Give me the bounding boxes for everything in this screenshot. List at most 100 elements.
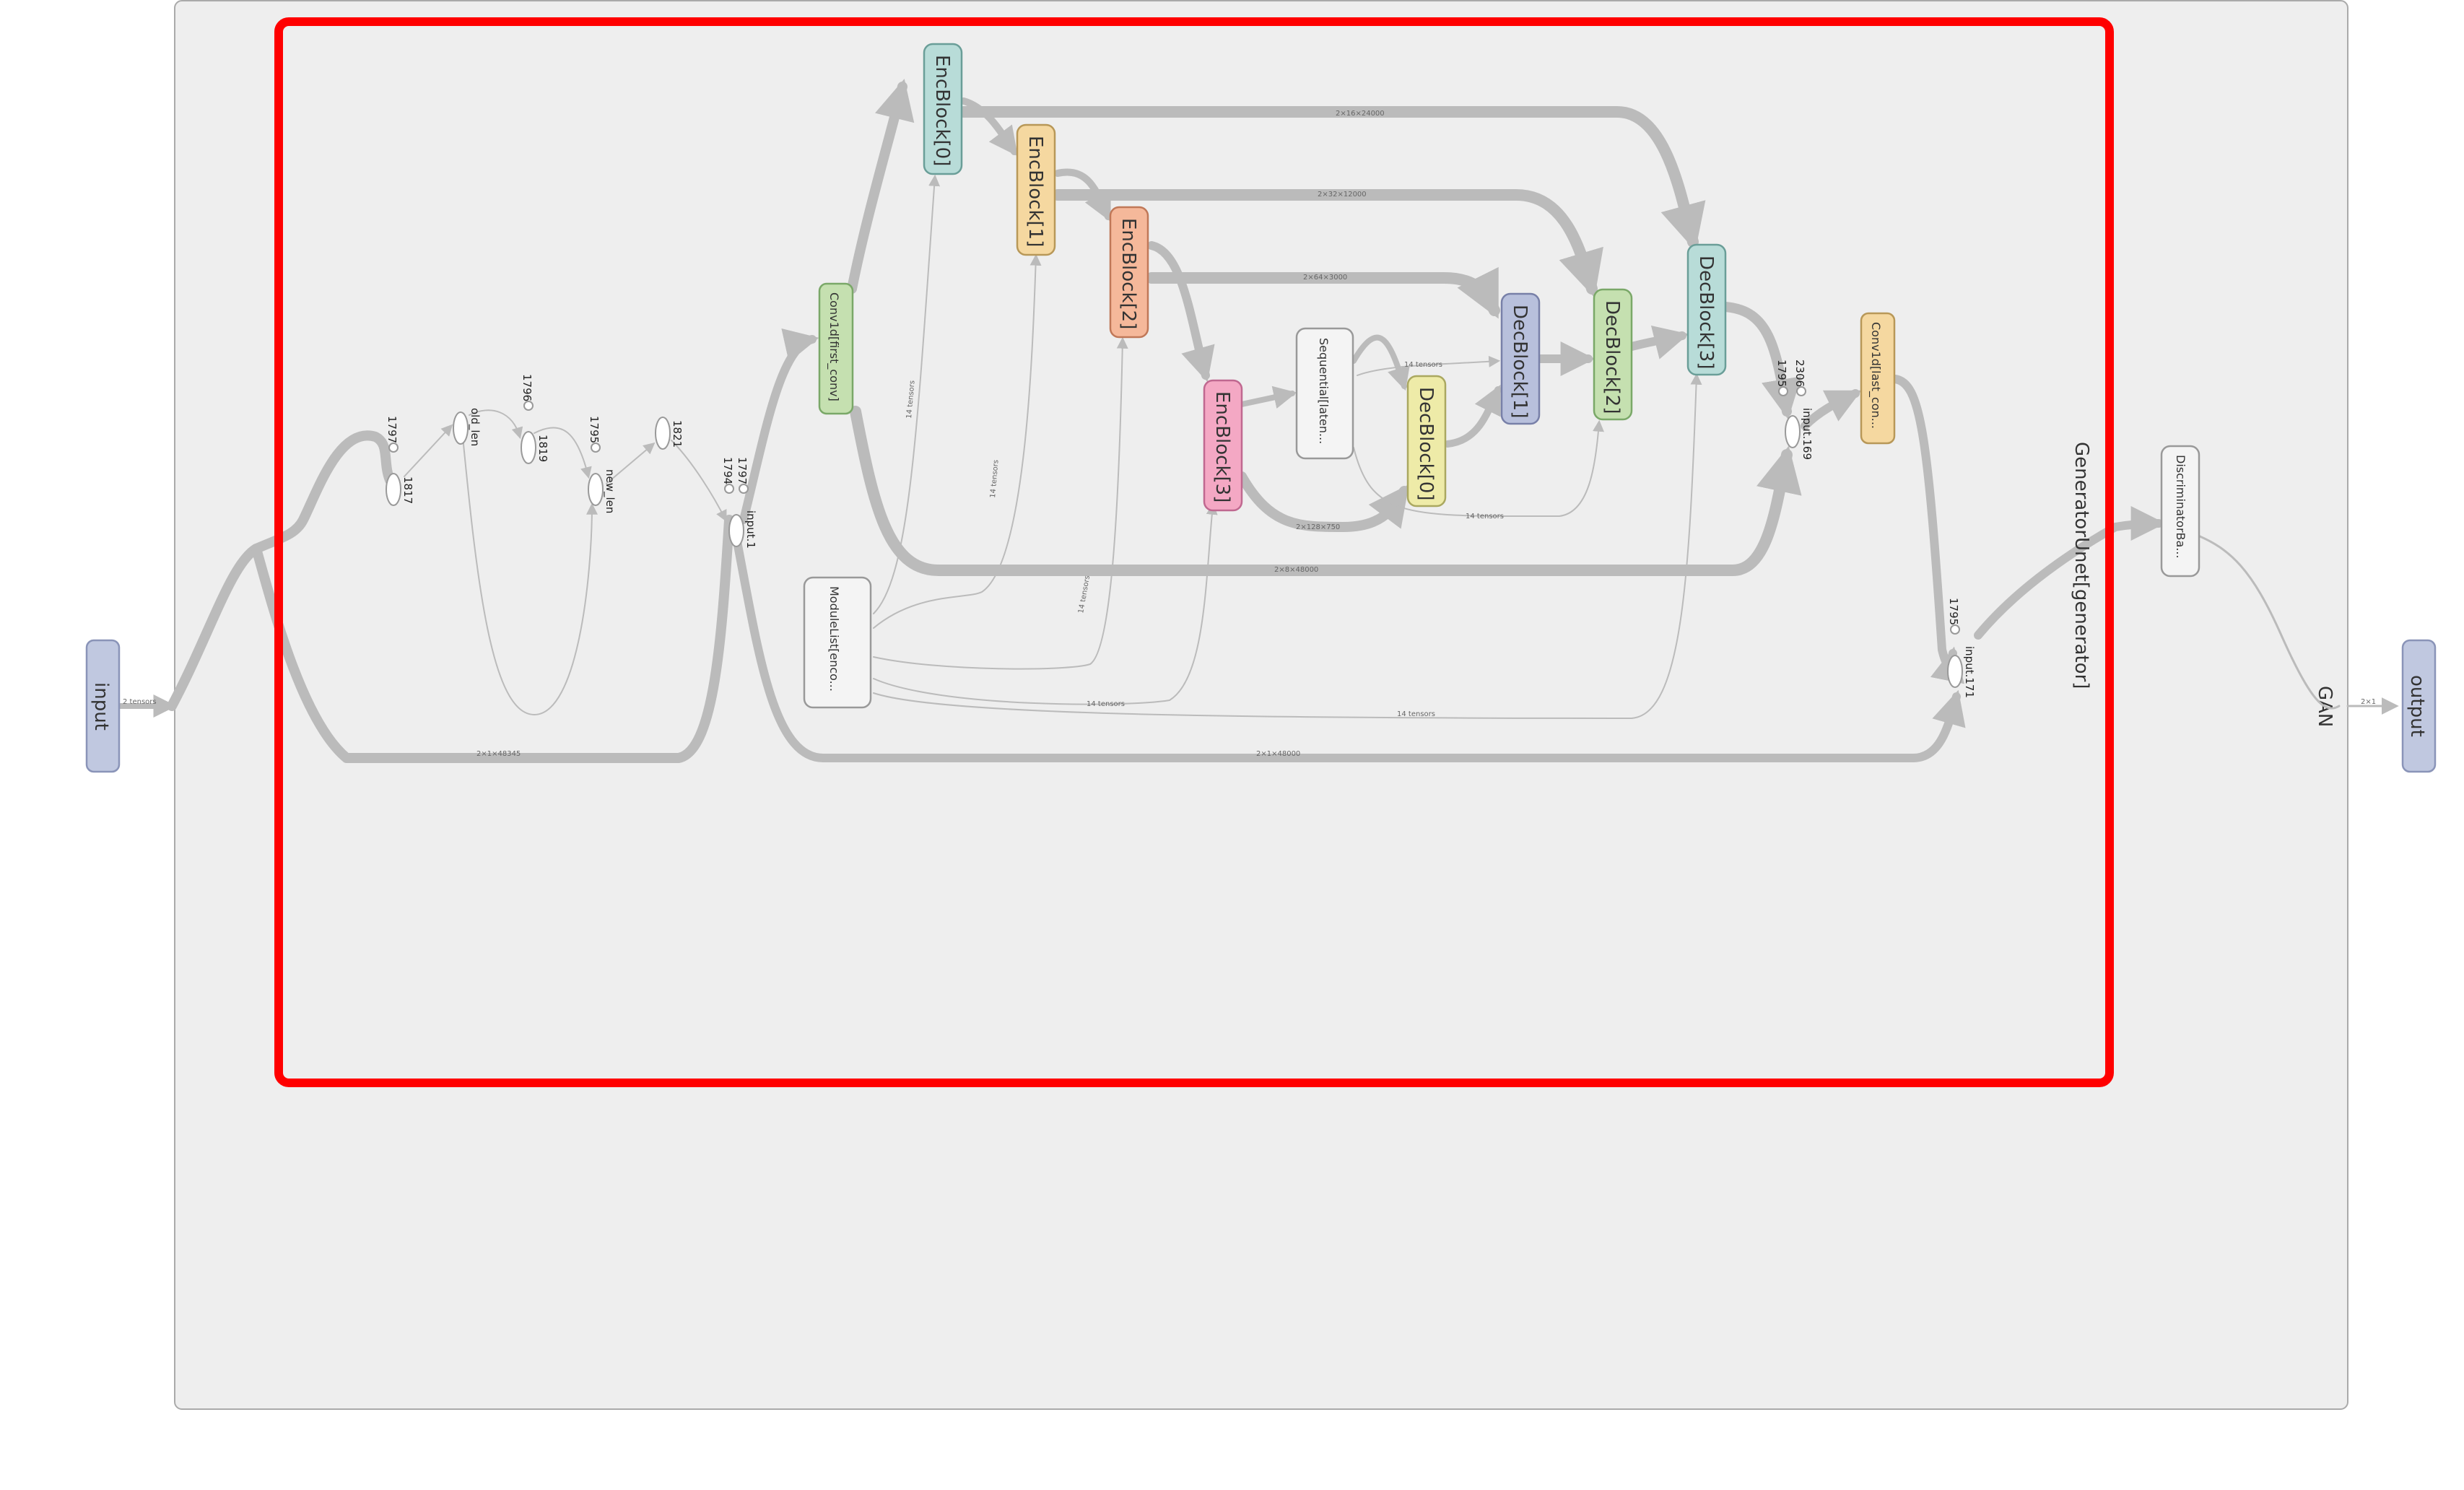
edge-label-2x32x12000: 2×32×12000 (1318, 191, 1367, 199)
edge-ml-enc3 (873, 502, 1218, 705)
const-2306-label: 2306 (1793, 360, 1806, 387)
dec-block-3-label: DecBlock[3] (1695, 256, 1717, 369)
edge-firstconv-enc0 (847, 79, 915, 294)
edge-dec0-dec1 (1444, 384, 1502, 448)
const-1795-b-label: 1795 (1775, 360, 1788, 387)
module-list-node[interactable] (803, 576, 872, 709)
enc-block-3-node[interactable] (1203, 379, 1243, 512)
op-input-171[interactable] (1947, 655, 1963, 688)
edge-label-2x1x48345: 2×1×48345 (476, 750, 521, 758)
op-input-169-label: input.169 (1801, 408, 1814, 460)
input-node[interactable] (85, 639, 121, 773)
last-conv-node[interactable] (1860, 312, 1896, 445)
discriminator-node[interactable] (2160, 445, 2200, 578)
dec-block-2-node[interactable] (1593, 288, 1633, 421)
const-1797-a[interactable] (388, 443, 399, 453)
const-1795-c[interactable] (1950, 624, 1960, 635)
const-1795-a-label: 1795 (588, 416, 601, 443)
const-1794[interactable] (724, 484, 734, 494)
edge-input171-discriminator (1974, 506, 2166, 640)
edge-discriminator-output (2193, 533, 2341, 710)
op-input-169[interactable] (1785, 415, 1801, 448)
gan-scope[interactable] (174, 0, 2348, 1410)
edge-label-2x1x48000-a: 2×1×48000 (1256, 750, 1300, 758)
dec-block-3-node[interactable] (1686, 243, 1727, 376)
edge-label-14-d: 14 tensors (1087, 700, 1125, 708)
edge-enc2-dec1 (1146, 266, 1500, 319)
op-1817[interactable] (386, 473, 401, 506)
edge-oldlen-newlen (461, 429, 598, 715)
const-1794-label: 1794 (721, 457, 734, 484)
edge-label-2x128x750: 2×128×750 (1296, 523, 1340, 531)
edge-label-14-b: 14 tensors (989, 460, 1001, 499)
first-conv-node[interactable] (818, 282, 854, 415)
module-list-label: ModuleList[enco... (827, 586, 841, 692)
enc-block-3-label: EncBlock[3] (1211, 391, 1233, 502)
const-1796-label: 1796 (521, 374, 534, 401)
edge-enc0-dec3 (958, 106, 1706, 251)
op-1819-label: 1819 (536, 435, 549, 462)
sequential-node[interactable] (1295, 327, 1354, 460)
op-input-1-label: input.1 (744, 510, 757, 549)
edge-enc1-enc2 (1054, 168, 1112, 222)
dec-block-0-label: DecBlock[0] (1415, 387, 1437, 500)
edge-input1-firstconv (739, 328, 819, 524)
edge-sequential-dec0 (1351, 334, 1410, 391)
sequential-label: Sequential[laten... (1317, 338, 1331, 444)
const-1796[interactable] (523, 401, 534, 411)
output-node[interactable] (2401, 639, 2437, 773)
op-1821[interactable] (655, 417, 671, 450)
highlight-box (274, 17, 2114, 1087)
enc-block-0-node[interactable] (923, 43, 963, 175)
edge-1817-oldlen (404, 424, 453, 477)
dec-block-0-node[interactable] (1406, 375, 1447, 507)
enc-block-1-node[interactable] (1016, 123, 1056, 256)
op-new-len[interactable] (588, 473, 604, 506)
discriminator-label: DiscriminatorBa... (2174, 455, 2187, 559)
const-1795-a[interactable] (591, 443, 601, 453)
edge-oldlen-1819 (469, 409, 523, 440)
edge-1819-newlen (534, 427, 592, 479)
edge-ml-dec3 (873, 372, 1702, 719)
edge-enc3-sequential (1239, 385, 1297, 409)
op-nodes: 1797 1817 old_len 1796 1819 1795 new_len… (386, 360, 1976, 698)
const-2306[interactable] (1796, 386, 1806, 396)
edge-ml-enc2 (873, 336, 1128, 670)
enc-block-2-label: EncBlock[2] (1118, 218, 1139, 329)
const-1797-b[interactable] (739, 484, 749, 494)
op-old-len[interactable] (453, 411, 469, 445)
edge-ml-enc1 (873, 253, 1042, 629)
edge-seq-dec2 (1353, 419, 1604, 518)
dec-block-1-node[interactable] (1500, 292, 1541, 425)
dec-block-2-label: DecBlock[2] (1601, 300, 1623, 414)
edge-input169-lastconv (1801, 389, 1862, 430)
edge-label-14-f: 14 tensors (1404, 361, 1442, 369)
last-conv-label: Conv1d[last_con... (1868, 322, 1883, 429)
edge-lastconv-input171 (1891, 375, 1964, 684)
edge-firstconv-input169 (850, 406, 1802, 576)
enc-block-2-node[interactable] (1109, 206, 1149, 339)
first-conv-label: Conv1d[first_conv] (827, 292, 841, 401)
op-input-1[interactable] (728, 514, 744, 547)
edge-seq-dec1 (1357, 355, 1501, 376)
edge-enc0-enc1 (960, 97, 1018, 157)
edge-enc2-enc3 (1147, 241, 1215, 383)
input-node-label: input (90, 682, 112, 731)
edge-label-14-e: 14 tensors (1397, 710, 1435, 718)
const-1795-b[interactable] (1778, 386, 1788, 396)
const-1795-c-label: 1795 (1947, 598, 1960, 625)
edge-label-2x64x3000: 2×64×3000 (1303, 274, 1347, 282)
edge-label-input-tensors: 2 tensors (123, 698, 157, 706)
edge-input1-input171 (732, 533, 1966, 762)
edge-label-2x16x24000: 2×16×24000 (1336, 110, 1385, 118)
edge-entry-up (167, 430, 395, 711)
op-new-len-label: new_len (603, 469, 617, 513)
edge-label-14-g: 14 tensors (1466, 513, 1504, 520)
edge-dec2-dec3 (1627, 326, 1689, 360)
op-input-171-label: input.171 (1963, 646, 1976, 698)
edge-1821-input1 (671, 440, 727, 522)
op-1819[interactable] (521, 431, 536, 464)
op-old-len-label: old_len (468, 408, 482, 446)
op-1821-label: 1821 (671, 420, 684, 448)
